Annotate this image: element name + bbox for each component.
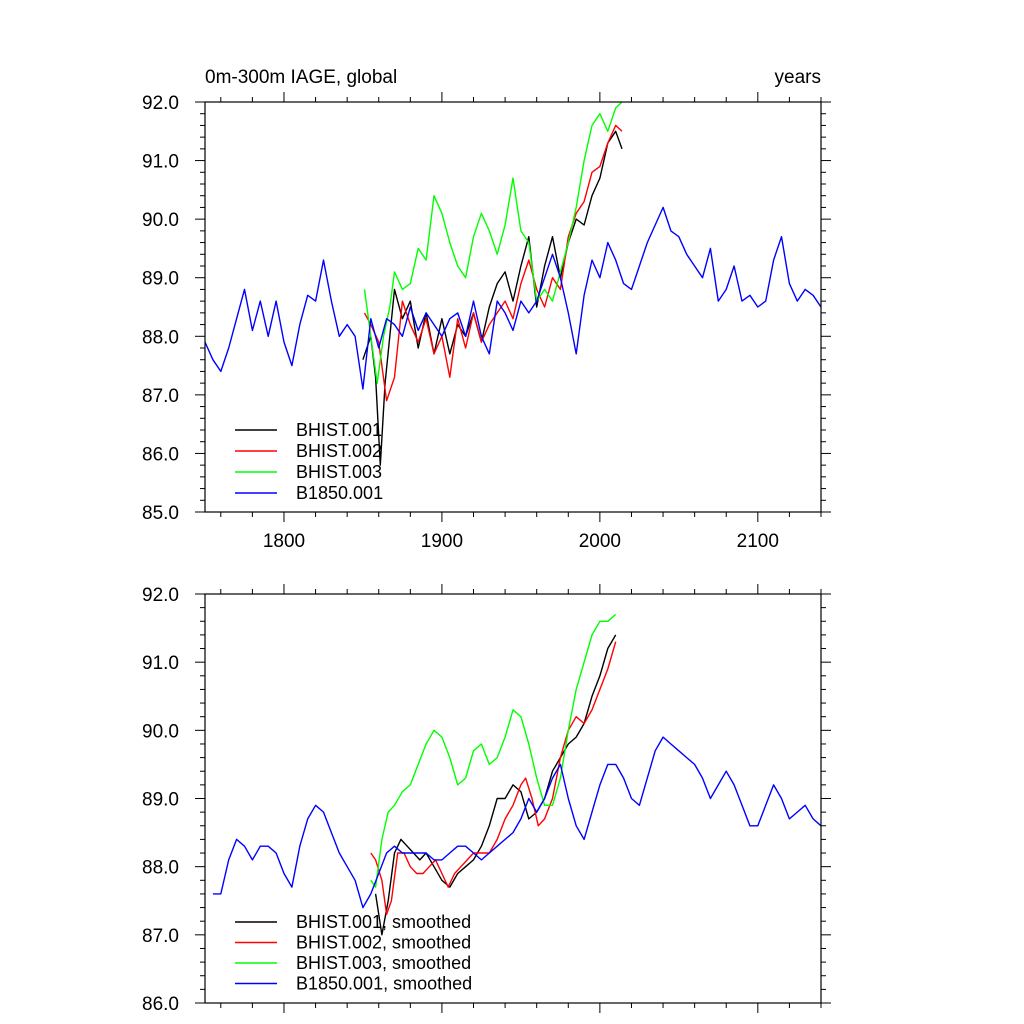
legend-label: BHIST.002 xyxy=(296,441,382,461)
y-tick-label: 92.0 xyxy=(142,585,179,606)
legend-label: B1850.001 xyxy=(296,483,383,503)
y-tick-label: 86.0 xyxy=(142,444,179,465)
series-line-1-3 xyxy=(212,736,822,909)
y-tick-label: 90.0 xyxy=(142,721,179,742)
series-line-1-1 xyxy=(370,641,617,916)
x-tick-label: 2000 xyxy=(579,531,621,552)
y-tick-label: 88.0 xyxy=(142,327,179,348)
legend-label: BHIST.001 xyxy=(296,420,382,440)
series-line-0-3 xyxy=(204,206,822,390)
y-tick-label: 88.0 xyxy=(142,858,179,879)
series-line-0-1 xyxy=(363,124,623,402)
chart-title: 0m-300m IAGE, global xyxy=(205,67,397,88)
y-tick-label: 89.0 xyxy=(142,790,179,811)
y-tick-label: 87.0 xyxy=(142,386,179,407)
y-tick-label: 86.0 xyxy=(142,994,179,1015)
units-label: years xyxy=(775,67,821,88)
y-tick-label: 91.0 xyxy=(142,152,179,173)
x-tick-label: 1900 xyxy=(421,531,463,552)
x-tick-label: 2100 xyxy=(737,531,779,552)
series-line-1-2 xyxy=(370,613,617,888)
bottom-panel: 86.0 87.0 88.0 89.0 90.0 91.0 92.0 BHIST.001, s… xyxy=(142,584,831,1015)
legend-label: BHIST.003, smoothed xyxy=(296,953,471,973)
legend-label: BHIST.002, smoothed xyxy=(296,933,471,953)
x-tick-label: 1800 xyxy=(263,531,305,552)
y-tick-label: 91.0 xyxy=(142,653,179,674)
series-line-1-0 xyxy=(374,634,617,936)
y-tick-label: 89.0 xyxy=(142,269,179,290)
series-line-0-0 xyxy=(362,130,623,466)
series-line-0-2 xyxy=(363,101,623,384)
y-tick-label: 87.0 xyxy=(142,926,179,947)
y-tick-label: 85.0 xyxy=(142,503,179,524)
legend-label: BHIST.001, smoothed xyxy=(296,912,471,932)
top-panel: 1800 1900 2000 2100 85.0 86.0 87.0 88.0 89.0 90.0… xyxy=(142,67,831,552)
plot-frame xyxy=(204,101,822,513)
y-tick-label: 92.0 xyxy=(142,93,179,114)
legend-label: B1850.001, smoothed xyxy=(296,974,472,994)
legend-label: BHIST.003 xyxy=(296,462,382,482)
y-tick-label: 90.0 xyxy=(142,210,179,231)
